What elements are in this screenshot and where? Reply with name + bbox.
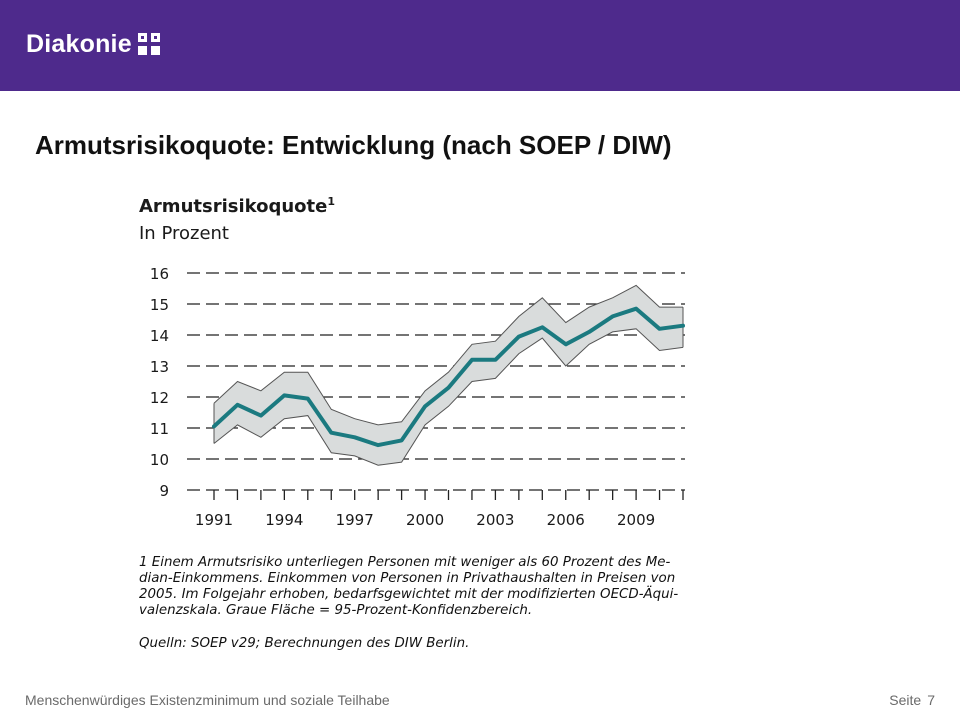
data-point-2005 xyxy=(540,325,544,329)
chart-footnote: 1 Einem Armutsrisiko unterliegen Persone… xyxy=(139,555,679,618)
x-tick-label-2000: 2000 xyxy=(406,511,444,529)
footer-title: Menschenwürdiges Existenzminimum und soz… xyxy=(25,692,390,708)
confidence-band-area xyxy=(214,285,683,466)
y-tick-label-10: 10 xyxy=(150,451,169,469)
data-point-1999 xyxy=(400,438,404,442)
page-label: Seite xyxy=(889,692,922,708)
x-tick-label-2009: 2009 xyxy=(617,511,655,529)
chart-title-text: Armutsrisikoquote xyxy=(139,196,328,217)
data-point-1998 xyxy=(376,443,380,447)
y-tick-labels: 9 10 11 12 13 14 15 16 xyxy=(150,265,169,500)
data-point-2011 xyxy=(681,324,685,328)
data-point-1991 xyxy=(212,424,216,428)
chart-title-footnote-marker: 1 xyxy=(327,195,336,208)
y-tick-label-12: 12 xyxy=(150,389,169,407)
x-tick-label-2003: 2003 xyxy=(476,511,514,529)
confidence-band-lower xyxy=(213,328,684,466)
y-tick-label-11: 11 xyxy=(150,420,169,438)
slide-title: Armutsrisikoquote: Entwicklung (nach SOE… xyxy=(35,130,672,160)
y-tick-label-14: 14 xyxy=(150,327,169,345)
data-point-2000 xyxy=(423,404,427,408)
confidence-band-upper xyxy=(213,284,683,426)
data-point-1994 xyxy=(282,393,286,397)
y-tick-label-9: 9 xyxy=(159,482,169,500)
data-point-2001 xyxy=(447,386,450,390)
data-point-1996 xyxy=(329,431,333,435)
y-tick-label-13: 13 xyxy=(150,358,169,376)
data-point-2003 xyxy=(493,358,497,362)
page-number: 7 xyxy=(927,692,935,708)
data-point-2009 xyxy=(634,307,638,311)
data-point-1995 xyxy=(306,397,310,401)
data-point-1997 xyxy=(353,435,357,439)
x-axis xyxy=(187,489,685,500)
x-tick-labels: 1991 1994 1997 2000 2003 2006 2009 xyxy=(195,511,655,529)
chart-subtitle: In Prozent xyxy=(139,223,229,244)
chart-source: Quelln: SOEP v29; Berechnungen des DIW B… xyxy=(139,636,470,651)
y-tick-label-15: 15 xyxy=(150,296,169,314)
data-point-1992 xyxy=(235,403,239,407)
data-point-2010 xyxy=(658,327,662,331)
data-point-2006 xyxy=(564,342,568,346)
diakonie-logo[interactable]: Diakonie xyxy=(26,30,160,58)
chart: 9 10 11 12 13 14 15 16 1991 1994 1997 2000 2003 2006… xyxy=(132,185,792,660)
x-tick-label-1994: 1994 xyxy=(265,511,303,529)
chart-title: Armutsrisikoquote1 xyxy=(139,195,335,217)
header-bar: Diakonie xyxy=(0,0,960,91)
confidence-band xyxy=(213,284,684,466)
data-point-2002 xyxy=(470,358,474,362)
diakonie-cross-icon xyxy=(137,33,160,55)
y-tick-label-16: 16 xyxy=(150,265,169,283)
grid-lines xyxy=(187,272,685,460)
chart-plot: 9 10 11 12 13 14 15 16 1991 1994 1997 2000 2003 2006… xyxy=(150,265,685,529)
x-tick-label-1997: 1997 xyxy=(336,511,374,529)
data-point-2008 xyxy=(611,314,615,318)
series-line xyxy=(212,306,685,448)
data-point-1993 xyxy=(259,414,263,418)
logo-text: Diakonie xyxy=(26,30,132,58)
x-tick-label-2006: 2006 xyxy=(547,511,585,529)
x-tick-label-1991: 1991 xyxy=(195,511,233,529)
data-point-2004 xyxy=(517,335,521,339)
page-indicator: Seite 7 xyxy=(889,692,935,708)
data-point-2007 xyxy=(587,330,591,334)
